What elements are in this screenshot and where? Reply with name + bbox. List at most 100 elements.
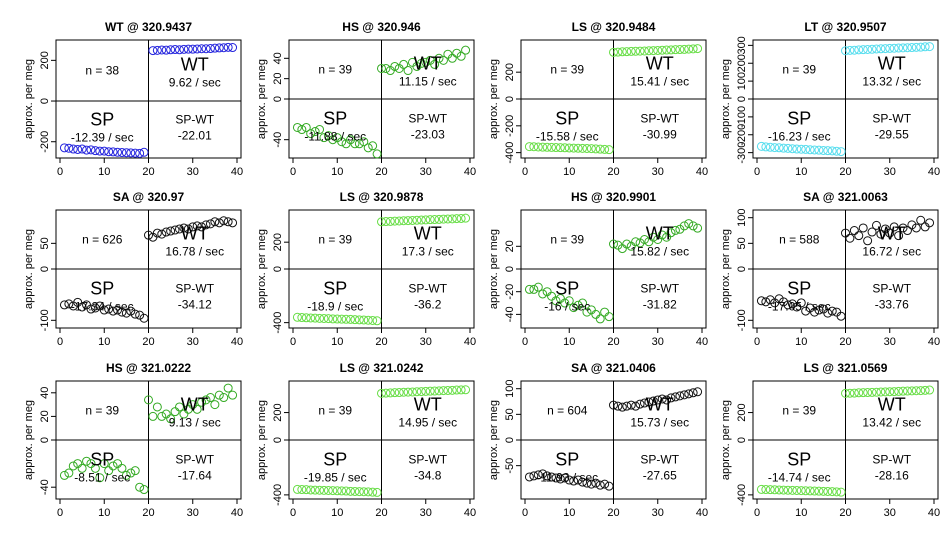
y-tick-label: 0: [504, 96, 516, 102]
data-point-sp: [108, 306, 118, 316]
sp-wt-label: SP-WT: [408, 112, 447, 126]
data-point-wt: [456, 213, 466, 223]
data-point-wt: [399, 59, 409, 69]
data-point-wt: [152, 402, 162, 412]
chart-title: LT @ 320.9507: [804, 20, 887, 34]
data-point-wt: [657, 45, 667, 55]
y-tick-label: -40: [39, 479, 51, 495]
wt-rate-label: 16.78 / sec: [165, 245, 224, 259]
data-point-wt: [205, 219, 215, 229]
data-point-sp: [359, 315, 369, 325]
data-point-sp: [99, 305, 109, 315]
data-point-sp: [529, 142, 539, 152]
data-point-wt: [421, 57, 431, 67]
data-point-sp: [538, 469, 548, 479]
data-point-sp: [818, 145, 828, 155]
data-point-sp: [310, 313, 320, 323]
data-point-wt: [871, 220, 881, 230]
sp-label: SP: [323, 109, 347, 129]
data-point-wt: [845, 388, 855, 398]
sp-wt-label: SP-WT: [175, 282, 214, 296]
data-point-wt: [416, 58, 426, 68]
sp-wt-value: -28.16: [875, 469, 909, 483]
data-point-wt: [609, 239, 618, 249]
data-point-sp: [814, 486, 824, 496]
data-point-sp: [832, 146, 842, 156]
sp-wt-label: SP-WT: [640, 112, 679, 126]
chart-panel: SA @ 320.97 0 10 20 30 40 -100 0 50 approx. per m…: [23, 190, 243, 348]
chart-title: WT @ 320.9437: [105, 20, 192, 34]
data-point-wt: [430, 59, 440, 69]
data-point-sp: [82, 145, 92, 155]
data-point-wt: [617, 402, 627, 412]
data-point-sp: [818, 486, 828, 496]
data-point-wt: [679, 221, 689, 231]
data-point-wt: [666, 393, 676, 403]
data-point-wt: [885, 43, 895, 53]
sp-label: SP: [323, 450, 347, 470]
y-tick-label: -400: [504, 142, 516, 164]
data-point-wt: [863, 44, 873, 54]
sp-rate-label: -8.51 / sec: [74, 471, 130, 485]
data-point-wt: [894, 43, 904, 53]
data-point-sp: [823, 308, 833, 318]
data-point-sp: [551, 473, 561, 483]
y-axis-label: approx. per meg: [23, 59, 35, 139]
data-point-wt: [657, 394, 667, 404]
data-point-sp: [368, 315, 378, 325]
data-point-sp: [810, 145, 820, 155]
x-tick-label: 20: [142, 166, 154, 178]
sp-label: SP: [555, 109, 579, 129]
x-tick-label: 30: [420, 166, 432, 178]
y-tick-label: 0: [39, 98, 51, 104]
wt-label: WT: [181, 55, 209, 75]
data-point-wt: [898, 223, 908, 233]
data-point-sp: [823, 146, 833, 156]
data-point-wt: [858, 388, 868, 398]
data-point-wt: [416, 215, 426, 225]
x-tick-label: 20: [375, 166, 387, 178]
sp-wt-label: SP-WT: [175, 453, 214, 467]
data-point-sp: [135, 310, 145, 320]
data-point-wt: [157, 229, 167, 239]
y-tick-label: 0: [272, 96, 284, 102]
data-point-sp: [595, 314, 605, 324]
data-point-wt: [688, 221, 698, 231]
y-tick-label: 200: [504, 63, 516, 81]
data-point-sp: [810, 307, 820, 317]
y-tick-label: 100: [504, 380, 516, 398]
y-tick-label: 200: [39, 51, 51, 69]
data-point-sp: [126, 306, 136, 316]
data-point-wt: [613, 401, 623, 411]
data-point-wt: [430, 215, 440, 225]
data-point-sp: [319, 313, 329, 323]
sp-rate-label: -14.74 / sec: [768, 471, 831, 485]
data-point-wt: [880, 44, 890, 54]
wt-rate-label: 13.32 / sec: [862, 75, 921, 89]
data-point-wt: [179, 44, 189, 54]
data-point-sp: [64, 299, 74, 309]
data-point-wt: [920, 42, 930, 52]
x-tick-label: 30: [884, 166, 896, 178]
data-point-sp: [779, 143, 789, 153]
x-tick-label: 40: [464, 336, 476, 348]
data-point-wt: [911, 386, 921, 396]
data-point-wt: [858, 223, 868, 233]
sp-rate-label: -18.9 / sec: [307, 300, 363, 314]
data-point-sp: [337, 137, 347, 147]
chart-panel: LS @ 320.9878 0 10 20 30 40 -400 0 200 approx. pe…: [256, 190, 476, 348]
data-point-sp: [756, 484, 766, 494]
sp-wt-value: -34.12: [178, 298, 212, 312]
x-tick-label: 10: [563, 507, 575, 519]
data-point-wt: [688, 388, 698, 398]
data-point-sp: [332, 486, 342, 496]
data-point-sp: [315, 125, 325, 135]
data-point-sp: [139, 147, 149, 157]
y-tick-label: 200: [736, 54, 748, 72]
sample-count-label: n = 39: [318, 233, 352, 247]
data-point-sp: [297, 485, 307, 495]
wt-label: WT: [181, 224, 209, 244]
data-point-wt: [871, 387, 881, 397]
data-point-sp: [810, 486, 820, 496]
data-point-wt: [863, 388, 873, 398]
